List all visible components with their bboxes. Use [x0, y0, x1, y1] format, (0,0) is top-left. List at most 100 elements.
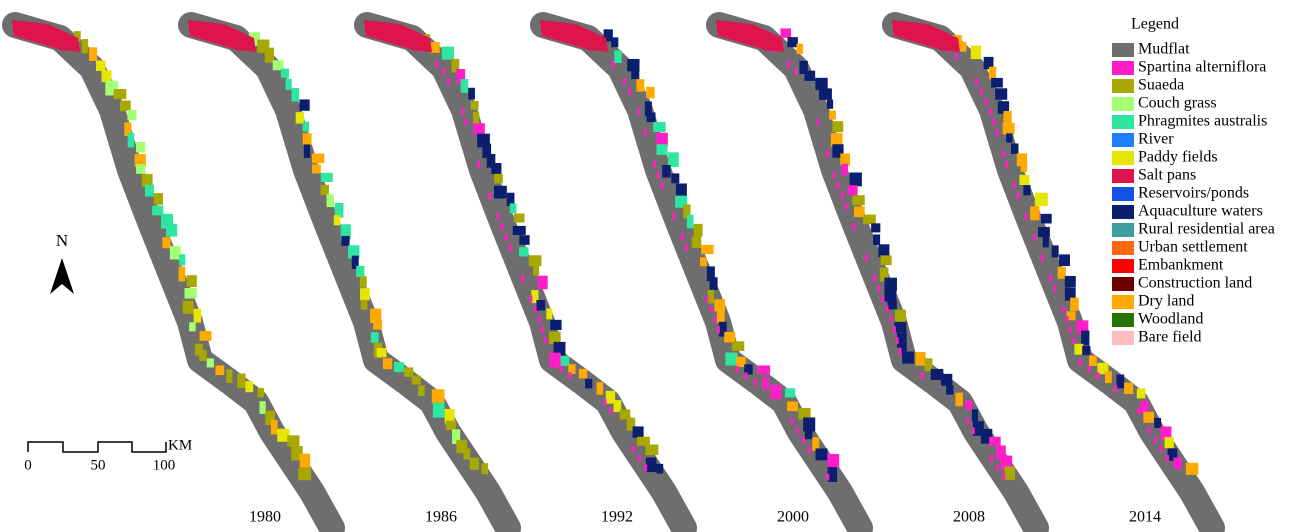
land-patch	[841, 164, 848, 176]
land-patch	[257, 388, 264, 397]
land-patch	[1154, 418, 1161, 428]
land-patch	[597, 382, 604, 395]
land-patch	[519, 235, 529, 245]
land-patch	[334, 215, 341, 225]
spartina-patch	[975, 78, 978, 85]
spartina-patch	[637, 108, 640, 115]
land-patch	[815, 448, 827, 460]
spartina-patch	[899, 348, 902, 355]
land-patch	[463, 449, 470, 460]
spartina-patch	[477, 161, 480, 168]
land-patch	[1052, 245, 1059, 257]
land-patch	[245, 381, 253, 392]
legend-swatch	[1112, 259, 1134, 273]
spartina-patch	[980, 88, 983, 95]
spartina-patch	[921, 372, 924, 379]
land-patch	[780, 28, 791, 37]
land-patch	[785, 388, 795, 397]
land-patch	[645, 444, 658, 455]
land-patch	[1089, 355, 1097, 366]
land-patch	[878, 244, 889, 257]
land-patch	[361, 300, 368, 310]
legend-swatch	[1112, 79, 1134, 93]
land-patch	[637, 437, 650, 446]
legend-swatch	[1112, 313, 1134, 327]
spartina-patch	[893, 326, 896, 333]
land-patch	[941, 374, 952, 386]
spartina-patch	[1066, 316, 1069, 323]
land-patch	[418, 385, 425, 396]
map-figure: N 0 50 100 KM Legend MudflatSpartina alt…	[0, 0, 1313, 532]
spartina-patch	[623, 78, 626, 85]
land-patch	[717, 310, 725, 323]
legend-swatch	[1112, 331, 1134, 345]
land-patch	[265, 48, 274, 63]
spartina-patch	[833, 172, 836, 179]
land-patch	[1074, 344, 1083, 355]
land-patch	[732, 341, 744, 351]
land-patch	[959, 42, 967, 52]
north-arrow-icon	[50, 258, 74, 294]
scale-tick: 0	[24, 457, 32, 473]
scale-tick: 50	[91, 457, 106, 473]
spartina-patch	[1160, 446, 1163, 453]
land-patch	[538, 276, 548, 290]
spartina-patch	[796, 427, 799, 434]
spartina-patch	[464, 119, 467, 126]
land-patch	[179, 254, 185, 265]
spartina-patch	[745, 372, 748, 379]
legend-label: Salt pans	[1138, 167, 1196, 184]
land-patch	[128, 133, 135, 148]
legend-label: Construction land	[1138, 275, 1252, 292]
scale-bar: 0 50 100 KM	[24, 437, 192, 473]
spartina-patch	[996, 129, 999, 136]
land-patch	[433, 403, 445, 418]
land-patch	[880, 255, 891, 265]
land-patch	[631, 69, 639, 79]
land-patch	[442, 47, 454, 60]
land-patch	[136, 142, 145, 152]
land-patch	[473, 112, 479, 124]
spartina-patch	[1025, 213, 1028, 220]
land-patch	[312, 164, 321, 173]
spartina-patch	[771, 392, 774, 399]
year-label: 2008	[953, 509, 985, 526]
spartina-patch	[714, 316, 717, 323]
land-patch	[383, 358, 392, 369]
spartina-patch	[673, 213, 676, 220]
land-patch	[796, 44, 802, 54]
land-patch	[676, 183, 687, 197]
spartina-patch	[685, 244, 688, 251]
land-patch	[471, 101, 479, 110]
year-label: 1992	[601, 509, 633, 526]
land-patch	[1143, 412, 1154, 423]
year-label: 2000	[777, 509, 809, 526]
land-patch	[829, 111, 836, 120]
scale-tick: 100	[153, 457, 176, 473]
spartina-patch	[653, 161, 656, 168]
land-patch	[461, 79, 469, 93]
land-patch	[494, 186, 507, 199]
spartina-patch	[787, 61, 790, 68]
spartina-patch	[1002, 150, 1005, 157]
land-patch	[989, 67, 996, 80]
land-patch	[827, 100, 833, 109]
land-patch	[166, 224, 177, 237]
spartina-patch	[705, 295, 708, 302]
land-patch	[519, 247, 528, 256]
land-patch	[989, 437, 1001, 446]
spartina-patch	[644, 464, 647, 471]
land-patch	[179, 267, 186, 282]
scale-bar-line	[28, 442, 166, 452]
land-patch	[710, 277, 718, 290]
land-patch	[611, 37, 618, 47]
spartina-patch	[816, 119, 819, 126]
land-patch	[341, 236, 349, 246]
land-patch	[473, 123, 485, 135]
land-patch	[687, 215, 694, 229]
land-patch	[827, 454, 839, 468]
land-patch	[646, 458, 657, 473]
land-patch	[536, 300, 545, 310]
land-patch	[995, 88, 1007, 100]
land-patch	[303, 122, 310, 132]
